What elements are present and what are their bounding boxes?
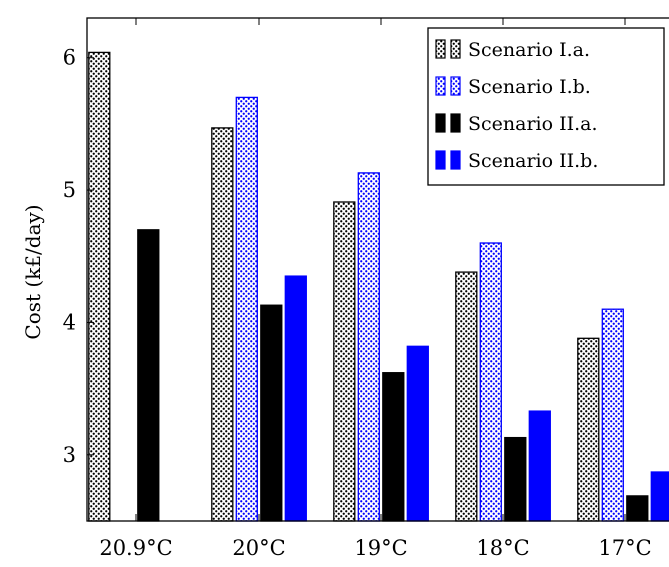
- x-tick-label: 17°C: [598, 536, 651, 560]
- bar: [528, 410, 551, 522]
- legend-swatch: [435, 39, 446, 59]
- bar: [577, 337, 600, 522]
- bar: [357, 172, 380, 522]
- y-tick-label: 3: [63, 443, 76, 467]
- bar: [504, 436, 527, 522]
- bar: [333, 201, 356, 522]
- x-tick-label: 19°C: [354, 536, 407, 560]
- bar: [601, 308, 624, 522]
- legend-label: Scenario I.b.: [468, 76, 591, 98]
- legend-swatch: [450, 150, 461, 170]
- y-axis-title: Cost (k£/day): [21, 204, 45, 339]
- legend: Scenario I.a. Scenario I.b. Scenario II.a.…: [427, 27, 665, 186]
- legend-swatch: [450, 76, 461, 96]
- bar: [260, 304, 283, 522]
- legend-box: [427, 27, 665, 186]
- bar: [137, 229, 160, 522]
- y-tick-label: 6: [63, 46, 76, 70]
- bar: [211, 127, 234, 522]
- bar: [455, 271, 478, 522]
- plot-frame: [86, 17, 669, 522]
- legend-swatch: [450, 39, 461, 59]
- bar: [284, 275, 307, 522]
- legend-swatch: [435, 113, 446, 133]
- bar: [406, 345, 429, 522]
- bar: [88, 51, 111, 522]
- legend-swatch: [450, 113, 461, 133]
- x-tick-label: 20°C: [232, 536, 285, 560]
- y-tick-label: 5: [63, 178, 76, 202]
- legend-label: Scenario II.a.: [468, 113, 598, 135]
- legend-label: Scenario I.a.: [468, 39, 590, 61]
- bar: [650, 471, 669, 522]
- bar: [235, 96, 258, 522]
- legend-label: Scenario II.b.: [468, 150, 598, 172]
- x-tick-label: 18°C: [476, 536, 529, 560]
- x-tick-label: 20.9°C: [99, 536, 172, 560]
- bar: [382, 372, 405, 522]
- plot-area: 20.9°C 20°C 19°C 18°C 17°C 3 4 5 6: [63, 17, 669, 560]
- bar: [479, 242, 502, 522]
- bar: [626, 495, 649, 522]
- legend-swatch: [435, 76, 446, 96]
- legend-swatch: [435, 150, 446, 170]
- y-tick-label: 4: [63, 310, 76, 334]
